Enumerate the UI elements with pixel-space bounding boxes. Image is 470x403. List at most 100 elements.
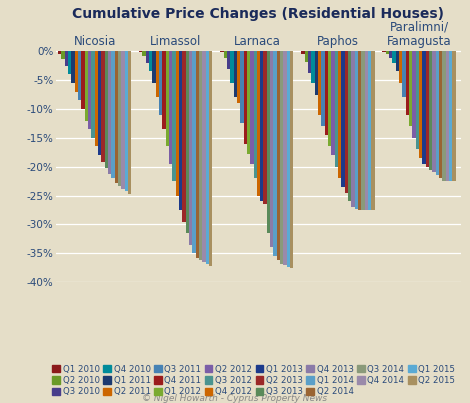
Bar: [156, 51, 159, 98]
Bar: [206, 51, 209, 264]
Bar: [247, 51, 250, 154]
Bar: [179, 51, 182, 210]
Bar: [152, 51, 156, 83]
Bar: [237, 51, 240, 103]
Bar: [308, 51, 311, 73]
Bar: [196, 51, 199, 258]
Bar: [224, 51, 227, 58]
Text: © Nigel Howarth - Cyprus Property News: © Nigel Howarth - Cyprus Property News: [142, 394, 328, 403]
Bar: [78, 51, 81, 100]
Bar: [253, 51, 257, 178]
Bar: [102, 51, 105, 162]
Bar: [75, 51, 78, 91]
Bar: [85, 51, 88, 120]
Bar: [345, 51, 348, 193]
Bar: [423, 51, 426, 164]
Bar: [283, 51, 287, 265]
Bar: [361, 51, 365, 210]
Bar: [172, 51, 176, 181]
Bar: [449, 51, 452, 181]
Bar: [354, 51, 358, 209]
Bar: [351, 51, 354, 207]
Bar: [199, 51, 203, 260]
Bar: [452, 51, 455, 181]
Bar: [88, 51, 91, 129]
Bar: [338, 51, 341, 178]
Bar: [270, 51, 274, 247]
Bar: [65, 51, 68, 66]
Bar: [166, 51, 169, 146]
Bar: [280, 51, 283, 264]
Bar: [331, 51, 335, 155]
Bar: [139, 51, 142, 52]
Bar: [335, 51, 338, 167]
Bar: [386, 51, 389, 54]
Bar: [389, 51, 392, 58]
Bar: [169, 51, 172, 164]
Bar: [192, 51, 196, 253]
Bar: [406, 51, 409, 115]
Text: Larnaca: Larnaca: [234, 35, 280, 48]
Bar: [257, 51, 260, 195]
Bar: [301, 51, 305, 54]
Bar: [341, 51, 345, 187]
Bar: [62, 51, 65, 59]
Bar: [240, 51, 243, 123]
Bar: [71, 51, 75, 83]
Bar: [91, 51, 94, 138]
Bar: [412, 51, 415, 138]
Bar: [81, 51, 85, 109]
Bar: [203, 51, 206, 262]
Bar: [234, 51, 237, 98]
Bar: [409, 51, 412, 126]
Bar: [436, 51, 439, 175]
Bar: [383, 51, 386, 52]
Bar: [250, 51, 253, 164]
Bar: [274, 51, 277, 256]
Bar: [267, 51, 270, 233]
Text: Paralimni/
Famagusta: Paralimni/ Famagusta: [387, 21, 451, 48]
Bar: [115, 51, 118, 183]
Bar: [419, 51, 423, 158]
Bar: [314, 51, 318, 95]
Bar: [186, 51, 189, 233]
Bar: [446, 51, 449, 181]
Bar: [365, 51, 368, 210]
Bar: [220, 51, 224, 52]
Bar: [121, 51, 125, 189]
Text: Limassol: Limassol: [150, 35, 202, 48]
Bar: [318, 51, 321, 115]
Bar: [142, 51, 146, 56]
Bar: [243, 51, 247, 143]
Bar: [392, 51, 396, 63]
Bar: [94, 51, 98, 146]
Bar: [68, 51, 71, 74]
Title: Cumulative Price Changes (Residential Houses): Cumulative Price Changes (Residential Ho…: [72, 7, 445, 21]
Bar: [402, 51, 406, 98]
Bar: [230, 51, 234, 83]
Bar: [98, 51, 102, 155]
Bar: [105, 51, 108, 168]
Bar: [111, 51, 115, 178]
Bar: [125, 51, 128, 191]
Bar: [108, 51, 111, 174]
Bar: [264, 51, 267, 204]
Bar: [58, 51, 62, 54]
Bar: [348, 51, 351, 202]
Bar: [182, 51, 186, 222]
Bar: [176, 51, 179, 195]
Bar: [118, 51, 121, 186]
Bar: [432, 51, 436, 172]
Bar: [358, 51, 361, 210]
Bar: [325, 51, 328, 135]
Legend: Q1 2010, Q2 2010, Q3 2010, Q4 2010, Q1 2011, Q2 2011, Q3 2011, Q4 2011, Q1 2012,: Q1 2010, Q2 2010, Q3 2010, Q4 2010, Q1 2…: [50, 362, 458, 399]
Bar: [287, 51, 290, 266]
Text: Paphos: Paphos: [317, 35, 359, 48]
Bar: [128, 51, 131, 194]
Bar: [189, 51, 192, 245]
Text: Nicosia: Nicosia: [73, 35, 116, 48]
Bar: [439, 51, 442, 178]
Bar: [227, 51, 230, 69]
Bar: [149, 51, 152, 71]
Bar: [328, 51, 331, 146]
